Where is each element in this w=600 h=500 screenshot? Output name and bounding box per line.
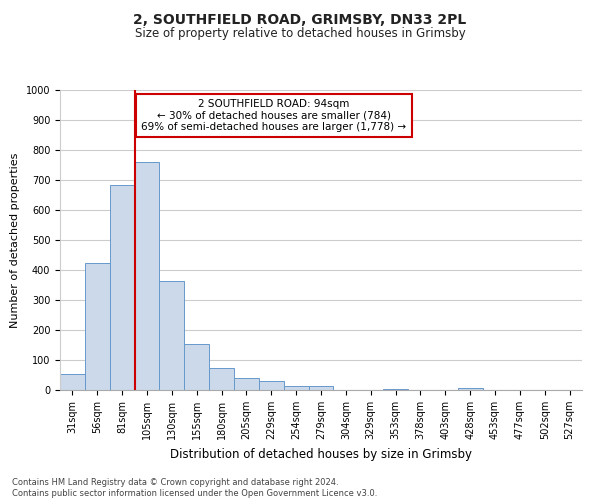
X-axis label: Distribution of detached houses by size in Grimsby: Distribution of detached houses by size … <box>170 448 472 460</box>
Bar <box>184 344 209 390</box>
Bar <box>383 388 408 390</box>
Bar <box>60 374 85 390</box>
Text: Size of property relative to detached houses in Grimsby: Size of property relative to detached ho… <box>134 28 466 40</box>
Text: Contains HM Land Registry data © Crown copyright and database right 2024.
Contai: Contains HM Land Registry data © Crown c… <box>12 478 377 498</box>
Bar <box>85 262 110 390</box>
Bar <box>160 280 184 390</box>
Bar <box>234 378 259 390</box>
Bar <box>134 162 160 390</box>
Text: 2, SOUTHFIELD ROAD, GRIMSBY, DN33 2PL: 2, SOUTHFIELD ROAD, GRIMSBY, DN33 2PL <box>133 12 467 26</box>
Bar <box>110 184 134 390</box>
Bar <box>458 388 482 390</box>
Bar <box>284 386 308 390</box>
Bar <box>259 381 284 390</box>
Y-axis label: Number of detached properties: Number of detached properties <box>10 152 20 328</box>
Bar <box>308 386 334 390</box>
Bar <box>209 368 234 390</box>
Text: 2 SOUTHFIELD ROAD: 94sqm
← 30% of detached houses are smaller (784)
69% of semi-: 2 SOUTHFIELD ROAD: 94sqm ← 30% of detach… <box>142 99 407 132</box>
